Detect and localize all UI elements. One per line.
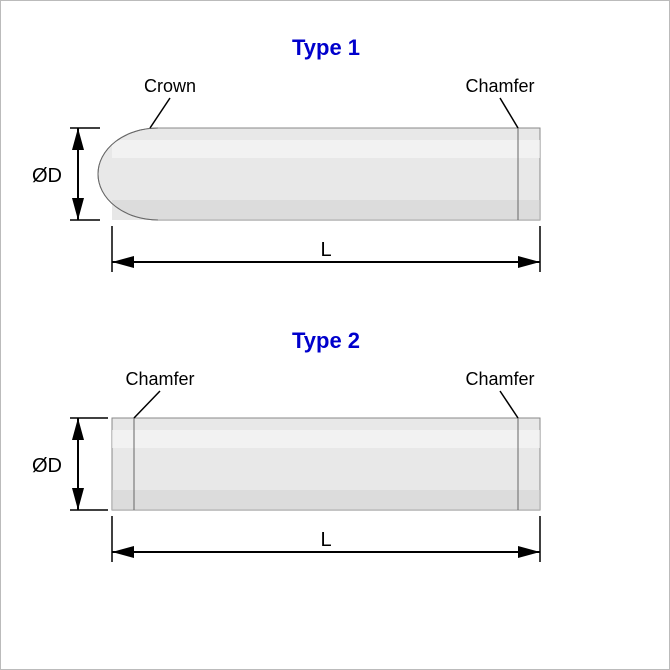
type2-left-label: Chamfer	[125, 369, 194, 389]
type1-left-label: Crown	[144, 76, 196, 96]
type2-title: Type 2	[292, 328, 360, 353]
type2-left-leader	[134, 391, 160, 418]
type1-len-dimension: L	[112, 226, 540, 272]
type1-len-label: L	[320, 239, 331, 261]
type1-right-label: Chamfer	[465, 76, 534, 96]
type2-pin	[112, 418, 540, 510]
type2-group: Type 2 Chamfer Chamfer ØD	[32, 328, 540, 562]
type2-len-label: L	[320, 529, 331, 551]
type2-dia-dimension: ØD	[32, 418, 108, 510]
type1-crown-leader	[150, 98, 170, 128]
type2-dia-label: ØD	[32, 455, 62, 477]
type2-right-label: Chamfer	[465, 369, 534, 389]
type1-pin	[98, 128, 540, 220]
type1-dia-dimension: ØD	[32, 128, 100, 220]
type2-len-dimension: L	[112, 516, 540, 562]
type1-title: Type 1	[292, 35, 360, 60]
type1-group: Type 1 Crown Chamfer ØD	[32, 35, 540, 272]
type1-dia-label: ØD	[32, 165, 62, 187]
type1-chamfer-leader	[500, 98, 518, 128]
type2-right-leader	[500, 391, 518, 418]
